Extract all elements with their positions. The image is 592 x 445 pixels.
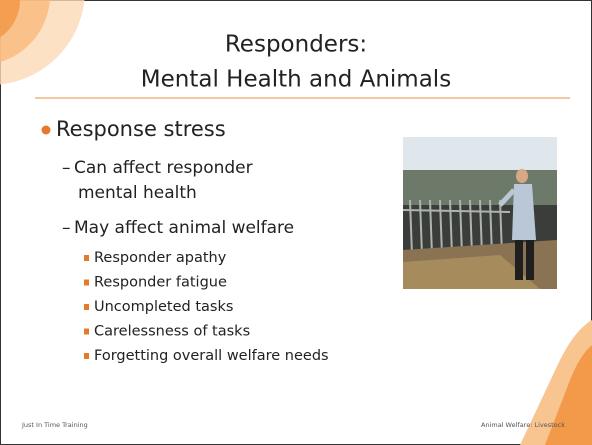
title-line: Mental Health and Animals [141,67,451,93]
item-marker [84,329,89,335]
subitem-text: Can affect responder [74,158,253,178]
bullet-text: Response stress [56,117,226,141]
photo [403,137,557,289]
item-text: Uncompleted tasks [94,299,233,315]
slide: Responders: Mental Health and Animals Re… [0,0,592,445]
footer-left: Just In Time Training [21,421,88,429]
item-marker [84,304,89,310]
item-marker [84,255,89,261]
dash: – [62,158,71,178]
subitem-text: May affect animal welfare [74,218,294,238]
subitem-text: mental health [78,183,197,203]
item-text: Responder apathy [94,250,227,266]
item-marker [84,280,89,286]
item-text: Responder fatigue [94,275,227,291]
footer-right: Animal Welfare: Livestock [481,421,565,429]
item-text: Forgetting overall welfare needs [94,348,329,364]
bullet-dot [42,126,51,135]
item-text: Carelessness of tasks [94,324,250,340]
title-line: Responders: [225,32,367,58]
item-marker [84,353,89,359]
dash: – [62,218,71,238]
